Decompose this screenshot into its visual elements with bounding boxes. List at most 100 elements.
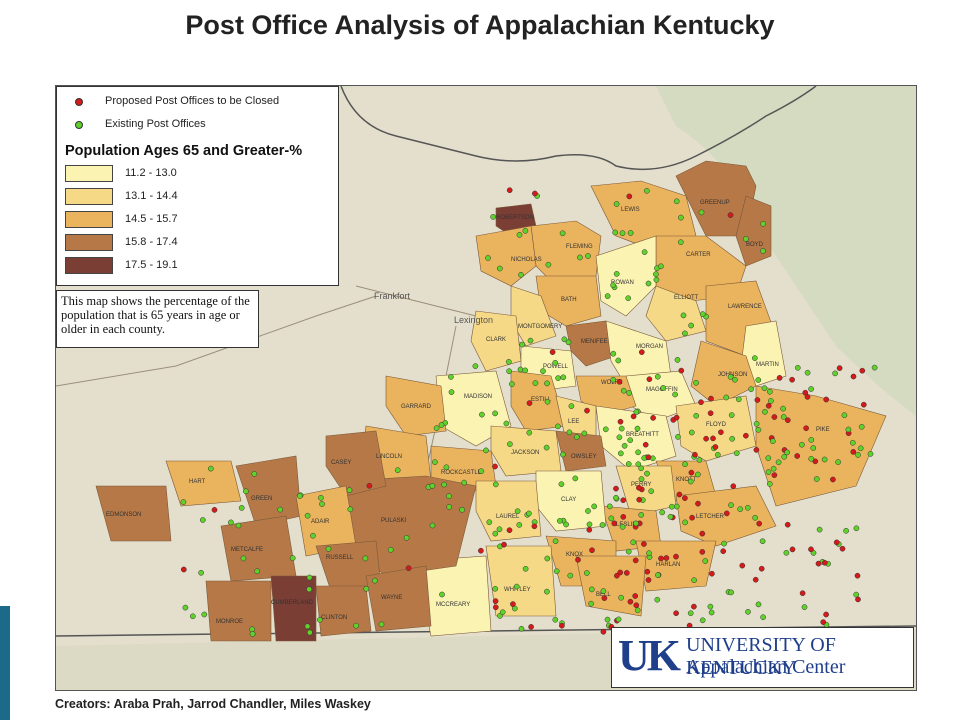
county-label: BATH — [561, 297, 577, 303]
closed-post-office-point — [501, 541, 507, 548]
closed-post-office-point — [784, 417, 791, 424]
closed-post-office-point — [823, 611, 829, 618]
existing-post-office-point — [499, 609, 506, 616]
existing-post-office-point — [189, 613, 196, 620]
existing-post-office-point — [813, 476, 820, 482]
closed-post-office-point — [789, 546, 796, 553]
closed-post-office-point — [644, 568, 651, 575]
closed-post-office-point — [739, 562, 746, 569]
university-logo: UK UNIVERSITY OF KENTUCKY Appalachian Ce… — [611, 627, 914, 688]
existing-post-office-point — [610, 350, 617, 357]
existing-post-office-point — [675, 434, 681, 440]
closed-post-office-point — [575, 556, 581, 563]
existing-post-office-point — [835, 459, 841, 465]
existing-post-office-point — [478, 468, 485, 475]
existing-post-office-point — [804, 369, 811, 376]
closed-post-office-point — [707, 410, 714, 417]
county-labels: LEWIS GREENUP BOYD FLEMING CARTER NICHOL… — [106, 200, 830, 625]
existing-post-office-point — [429, 522, 436, 529]
city-label-lexington: Lexington — [454, 315, 493, 325]
county-label: GARRARD — [401, 404, 432, 410]
existing-post-office-point — [783, 549, 790, 556]
legend-swatch — [65, 211, 113, 228]
existing-post-office-point — [781, 453, 788, 460]
existing-post-office-point — [735, 396, 742, 403]
existing-post-office-point — [727, 374, 734, 380]
closed-post-office-point — [646, 376, 653, 383]
county-pike — [755, 385, 887, 507]
legend-class-label: 13.1 - 14.4 — [125, 190, 178, 202]
existing-post-office-point — [748, 386, 754, 393]
existing-post-office-point — [316, 616, 323, 623]
existing-post-office-point — [808, 437, 815, 443]
existing-post-office-point — [635, 461, 642, 468]
existing-post-office-point — [729, 435, 736, 442]
closed-post-office-point — [850, 449, 857, 455]
closed-post-office-point — [528, 624, 534, 630]
closed-post-office-point — [771, 472, 778, 478]
existing-post-office-point — [696, 457, 703, 463]
county-label: LETCHER — [696, 514, 725, 520]
existing-post-office-point — [446, 504, 452, 510]
existing-post-office-point — [485, 255, 491, 261]
existing-post-office-point — [553, 568, 560, 575]
existing-post-office-point — [552, 616, 559, 623]
existing-post-office-point — [633, 409, 640, 415]
existing-post-office-point — [509, 381, 515, 387]
closed-post-office-point — [630, 413, 637, 420]
existing-post-office-point — [602, 426, 609, 433]
existing-post-office-point — [243, 488, 249, 495]
existing-post-office-point — [182, 604, 189, 611]
existing-post-office-point — [627, 437, 634, 444]
existing-post-office-point — [616, 434, 623, 441]
existing-post-office-point — [646, 550, 652, 557]
existing-post-office-point — [429, 483, 436, 489]
closed-post-office-point — [691, 603, 697, 610]
slide-accent-bar — [0, 606, 10, 720]
existing-post-office-point — [728, 412, 735, 418]
existing-post-office-point — [784, 449, 790, 456]
existing-post-office-point — [728, 589, 734, 596]
existing-post-office-point — [808, 386, 814, 392]
closed-post-office-point — [756, 520, 763, 527]
closed-post-office-symbol — [75, 98, 83, 106]
existing-post-office-point — [753, 420, 760, 427]
existing-post-office-point — [610, 376, 617, 383]
closed-post-office-point — [698, 399, 704, 406]
existing-post-office-point — [249, 626, 255, 633]
county-jackson — [490, 425, 562, 477]
existing-post-office-point — [254, 568, 260, 575]
existing-post-office-point — [556, 518, 563, 524]
existing-post-office-point — [403, 534, 410, 541]
existing-post-office-point — [615, 357, 622, 364]
county-label: MENIFEE — [581, 339, 608, 345]
existing-post-office-point — [638, 465, 644, 472]
existing-post-office-point — [443, 464, 450, 471]
closed-post-office-point — [613, 485, 619, 492]
existing-post-office-point — [610, 282, 616, 289]
existing-post-office-symbol — [75, 121, 83, 129]
closed-post-office-point — [688, 469, 695, 476]
existing-post-office-point — [490, 214, 496, 220]
closed-post-office-point — [506, 187, 513, 194]
existing-post-office-point — [678, 214, 684, 221]
existing-post-office-point — [238, 505, 245, 511]
county-label: CASEY — [331, 460, 351, 466]
existing-post-office-point — [612, 229, 619, 236]
closed-post-office-point — [617, 418, 624, 425]
existing-post-office-point — [362, 555, 369, 562]
closed-post-office-point — [623, 570, 630, 576]
county-label: PULASKI — [381, 518, 407, 524]
existing-post-office-point — [201, 611, 208, 618]
existing-post-office-point — [654, 373, 661, 380]
existing-post-office-point — [613, 271, 620, 277]
existing-post-office-point — [441, 481, 448, 488]
county-label: PERRY — [631, 482, 652, 488]
existing-post-office-point — [296, 493, 303, 499]
closed-post-office-point — [860, 401, 867, 408]
existing-post-office-point — [615, 616, 622, 623]
existing-post-office-point — [658, 263, 664, 270]
existing-post-office-point — [832, 370, 838, 377]
closed-post-office-point — [478, 547, 484, 554]
existing-post-office-point — [519, 341, 526, 348]
